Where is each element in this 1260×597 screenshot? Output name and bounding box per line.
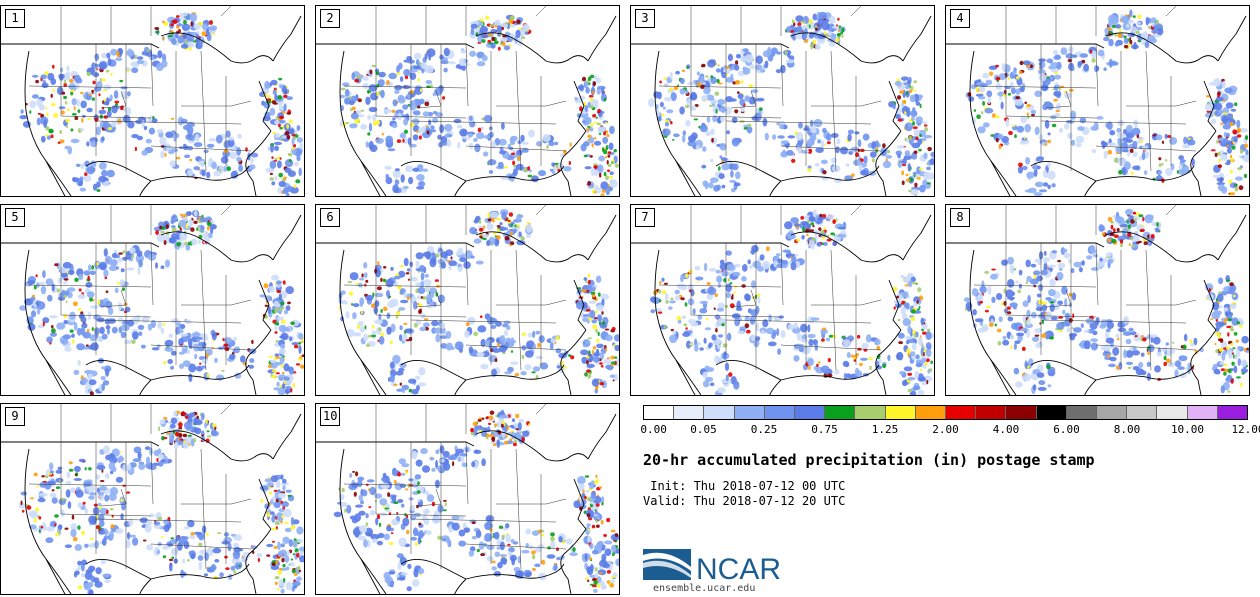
precip-map [316,6,619,196]
panel-number-label: 6 [320,208,340,227]
colorbar-segment [704,406,735,419]
colorbar-segment [1006,406,1037,419]
precip-map-panel: 7 [630,204,935,396]
precip-map [1,6,304,196]
precip-map-panel: 2 [315,5,620,197]
panel-number-label: 1 [5,9,25,28]
colorbar-tick-label: 1.25 [871,423,899,436]
colorbar-segment [1127,406,1158,419]
precip-map [946,205,1249,395]
precip-map-panel: 1 [0,5,305,197]
colorbar-tick-label: 0.00 [640,423,667,436]
colorbar-tick-label: 6.00 [1053,423,1080,436]
panel-number-label: 9 [5,407,25,426]
precipitation-colorbar [643,405,1248,420]
precip-map-panel: 8 [945,204,1250,396]
figure-title: 20-hr accumulated precipitation (in) pos… [643,451,1095,469]
panel-number-label: 5 [5,208,25,227]
colorbar-segment [915,406,947,419]
colorbar-segment [1217,406,1248,419]
precip-map-panel: 4 [945,5,1250,197]
colorbar-segment [1097,406,1128,419]
colorbar-segment [825,406,856,419]
colorbar-segment [1036,406,1067,419]
ncar-logo: NCAR [643,549,781,586]
colorbar-segment [1066,406,1098,419]
panel-number-label: 10 [320,407,341,426]
valid-time: Valid: Thu 2018-07-12 20 UTC [643,494,846,508]
panel-number-label: 4 [950,9,970,28]
precip-map [946,6,1249,196]
init-time: Init: Thu 2018-07-12 00 UTC [643,479,846,493]
precip-map [631,205,934,395]
precip-map [316,404,619,594]
colorbar-segment [885,406,916,419]
colorbar-tick-label: 12.00 [1231,423,1260,436]
colorbar-tick-label: 4.00 [992,423,1020,436]
colorbar-segment [1157,406,1188,419]
precip-map-panel: 6 [315,204,620,396]
colorbar-tick-label: 0.25 [750,423,778,436]
precip-map-panel: 9 [0,403,305,595]
colorbar-segment [946,406,977,419]
colorbar-segment [795,406,826,419]
logo-url: ensemble.ucar.edu [653,583,756,594]
panel-number-label: 8 [950,208,970,227]
precip-map [1,404,304,594]
colorbar-segment [644,406,675,419]
precip-map [1,205,304,395]
colorbar-segment [855,406,886,419]
panel-number-label: 7 [635,208,655,227]
precip-map-panel: 5 [0,204,305,396]
precip-map [631,6,934,196]
panel-number-label: 3 [635,9,655,28]
colorbar-segment [734,406,765,419]
precip-map-panel: 3 [630,5,935,197]
precip-map [316,205,619,395]
colorbar-tick-label: 2.00 [932,423,959,436]
colorbar-segment [674,406,705,419]
ncar-logo-text: NCAR [696,553,781,586]
colorbar-tick-label: 10.00 [1170,423,1205,436]
colorbar-tick-labels: 0.00 0.05 0.25 0.75 1.25 2.00 4.00 6.00 8.00 10.0… [640,423,1260,437]
panel-number-label: 2 [320,9,340,28]
colorbar-tick-label: 0.05 [690,423,717,436]
colorbar-segment [764,406,796,419]
colorbar-segment [976,406,1007,419]
colorbar-tick-label: 8.00 [1113,423,1141,436]
colorbar-tick-label: 0.75 [811,423,838,436]
precip-map-panel: 10 [315,403,620,595]
colorbar-segment [1187,406,1218,419]
